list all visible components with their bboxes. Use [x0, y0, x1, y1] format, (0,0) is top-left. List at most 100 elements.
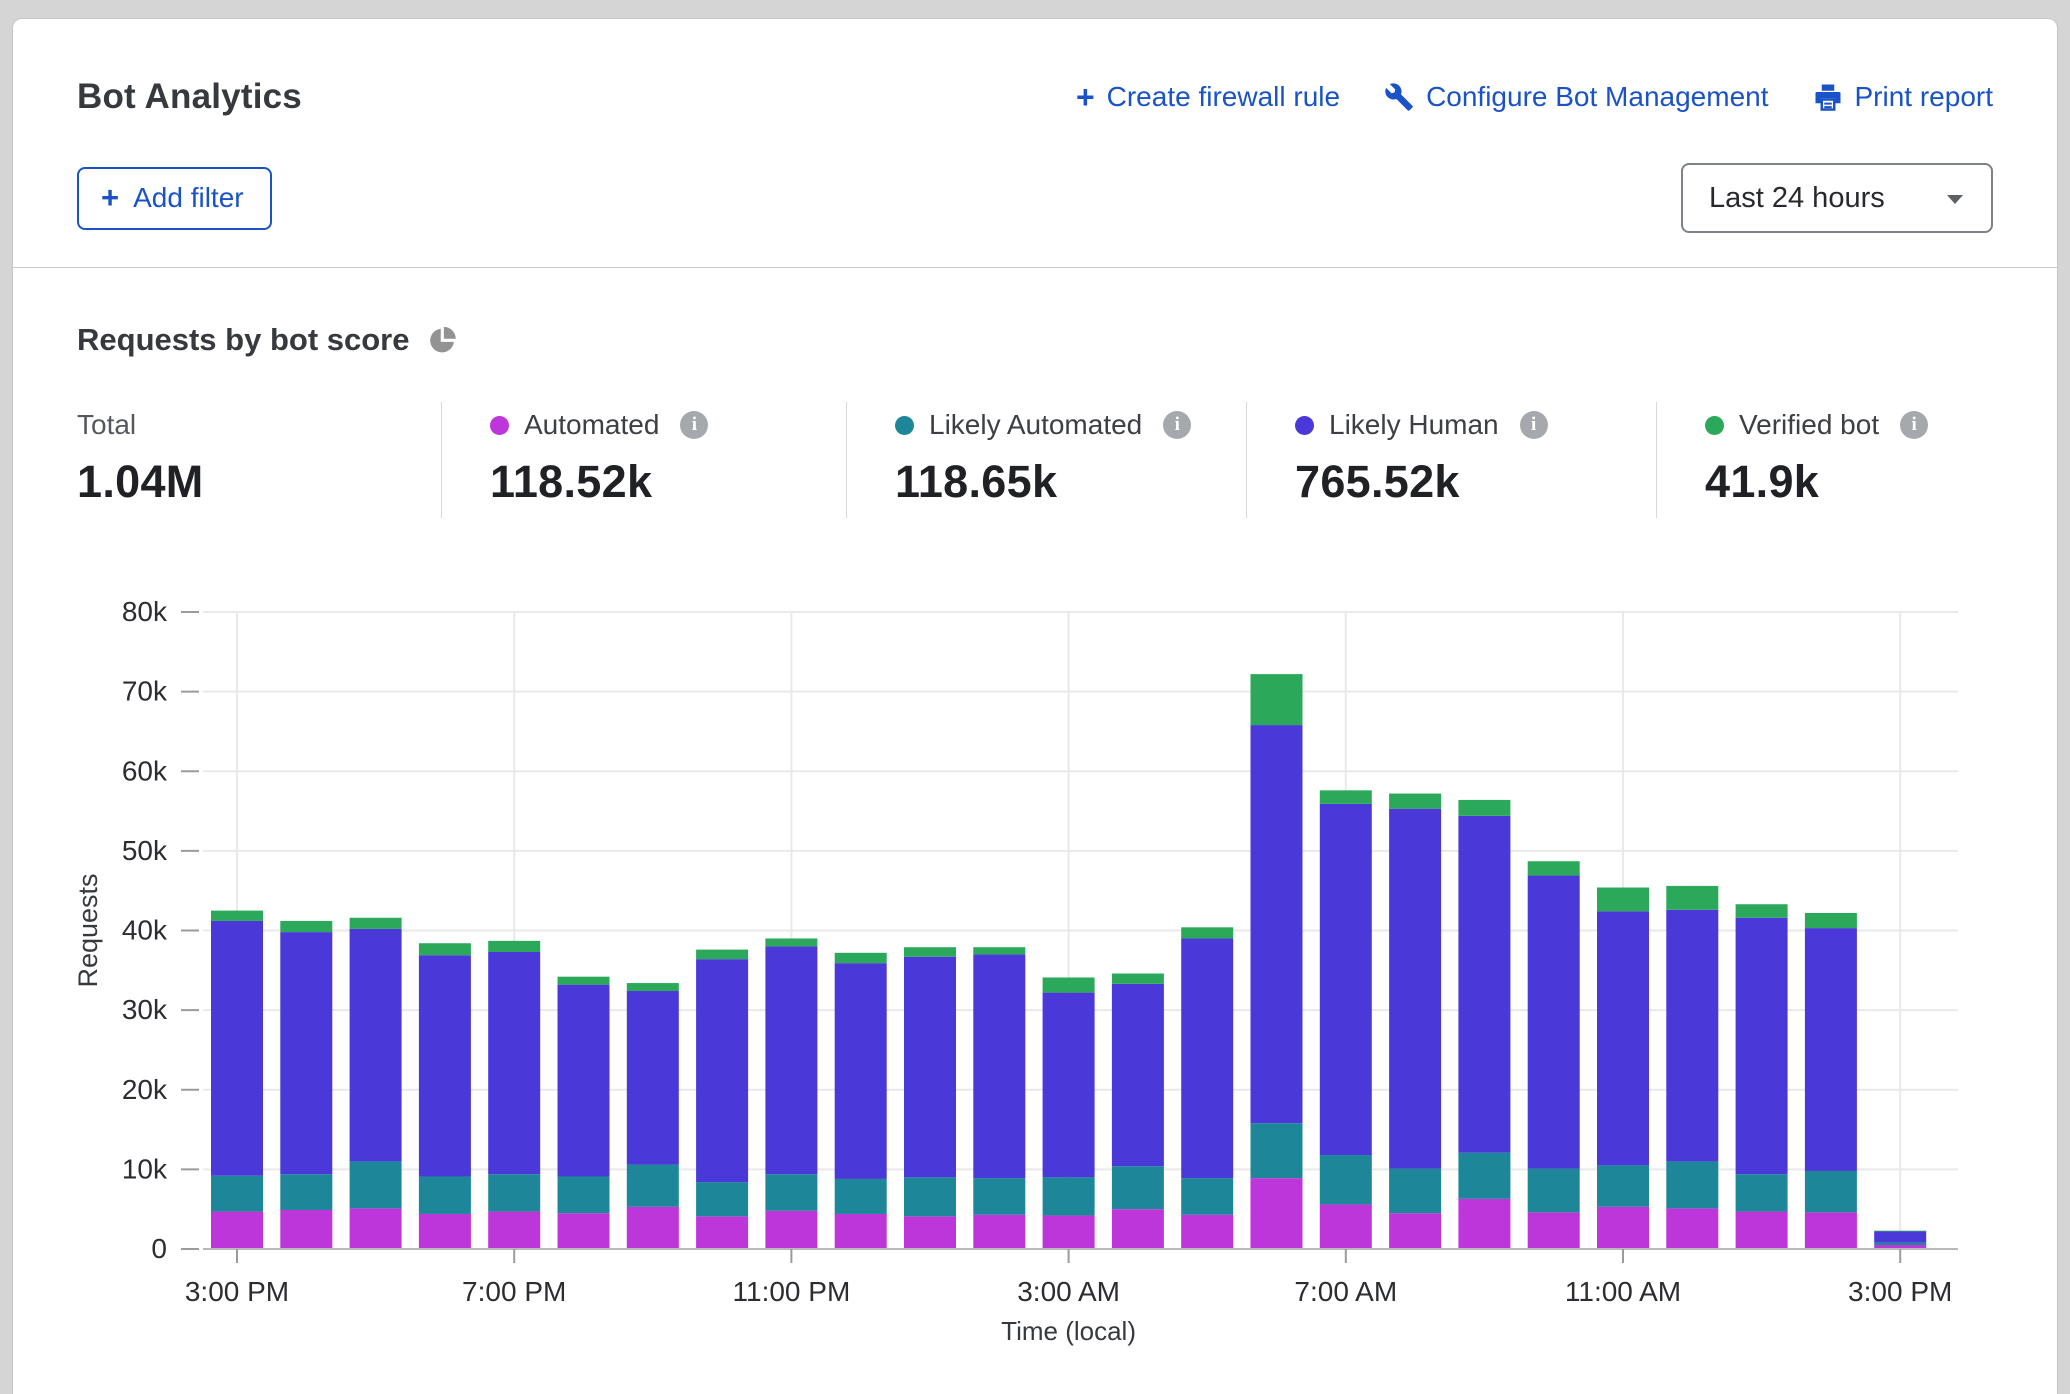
- bar-segment-likely-automated: [1251, 1123, 1303, 1178]
- bar-segment-verified-bot: [627, 983, 679, 991]
- bar-segment-verified-bot: [973, 947, 1025, 954]
- bar-segment-likely-automated: [211, 1176, 263, 1212]
- card-body: Requests by bot score Total 1.04M Automa…: [13, 268, 2057, 1354]
- bar-segment-automated: [696, 1216, 748, 1249]
- bar-segment-likely-automated: [1112, 1166, 1164, 1209]
- bar-segment-verified-bot: [1320, 790, 1372, 804]
- bar-segment-likely-automated: [488, 1174, 540, 1211]
- bar-segment-verified-bot: [1112, 973, 1164, 983]
- stats-row: Total 1.04M Automated i 118.52k Likely A…: [77, 402, 1993, 518]
- stat-label: Likely Automated: [929, 409, 1142, 441]
- bar-segment-likely-automated: [419, 1177, 471, 1214]
- bar-segment-likely-human: [973, 954, 1025, 1178]
- bar-segment-automated: [1181, 1215, 1233, 1249]
- bar-segment-verified-bot: [1597, 888, 1649, 912]
- wrench-icon: [1384, 82, 1414, 112]
- stat-label: Verified bot: [1739, 409, 1879, 441]
- info-icon[interactable]: i: [1520, 411, 1548, 439]
- y-axis-title: Requests: [73, 873, 103, 987]
- info-icon[interactable]: i: [1900, 411, 1928, 439]
- bar-segment-verified-bot: [1251, 674, 1303, 725]
- create-firewall-rule-link[interactable]: + Create firewall rule: [1076, 81, 1340, 113]
- add-filter-label: Add filter: [133, 182, 244, 214]
- bar-segment-likely-human: [1251, 725, 1303, 1123]
- bar-segment-automated: [1736, 1212, 1788, 1249]
- bar-segment-automated: [280, 1210, 332, 1249]
- bar-segment-likely-human: [488, 952, 540, 1174]
- bar-segment-verified-bot: [419, 943, 471, 955]
- stat-total: Total 1.04M: [77, 402, 441, 518]
- bar-segment-verified-bot: [558, 977, 610, 985]
- x-tick-label: 11:00 PM: [733, 1276, 851, 1307]
- time-range-select[interactable]: Last 24 hours: [1681, 163, 1993, 233]
- bar-segment-automated: [627, 1207, 679, 1249]
- bar-segment-likely-automated: [1666, 1161, 1718, 1208]
- stat-value: 41.9k: [1705, 456, 1993, 508]
- bar-segment-likely-automated: [627, 1165, 679, 1207]
- bar-segment-automated: [1805, 1212, 1857, 1249]
- bar-segment-likely-human: [558, 985, 610, 1177]
- y-tick-label: 10k: [122, 1153, 168, 1184]
- bar-segment-likely-automated: [558, 1177, 610, 1214]
- bar-segment-likely-human: [627, 991, 679, 1165]
- bar-segment-likely-automated: [1597, 1165, 1649, 1206]
- bar-segment-likely-human: [1320, 804, 1372, 1155]
- bar-segment-likely-human: [1389, 809, 1441, 1169]
- bar-segment-likely-human: [1181, 938, 1233, 1178]
- page-title: Bot Analytics: [77, 77, 302, 117]
- bar-segment-likely-automated: [1181, 1178, 1233, 1215]
- bar-segment-likely-automated: [835, 1179, 887, 1214]
- bar-segment-likely-human: [835, 963, 887, 1179]
- header-actions: + Create firewall rule Configure Bot Man…: [1076, 81, 1993, 113]
- bar-segment-automated: [835, 1214, 887, 1249]
- y-tick-label: 70k: [122, 676, 168, 707]
- bar-segment-automated: [1112, 1209, 1164, 1249]
- bar-segment-likely-human: [1458, 816, 1510, 1153]
- info-icon[interactable]: i: [1163, 411, 1191, 439]
- bar-segment-automated: [211, 1212, 263, 1249]
- bar-segment-automated: [1389, 1213, 1441, 1249]
- stat-label: Total: [77, 409, 136, 441]
- x-tick-label: 11:00 AM: [1565, 1276, 1681, 1307]
- printer-icon: [1813, 82, 1843, 112]
- bar-segment-verified-bot: [1181, 927, 1233, 938]
- bar-segment-verified-bot: [904, 947, 956, 957]
- bar-segment-likely-human: [904, 957, 956, 1178]
- y-tick-label: 40k: [122, 915, 168, 946]
- bar-segment-verified-bot: [1458, 800, 1510, 816]
- bar-segment-likely-automated: [280, 1174, 332, 1210]
- y-tick-label: 0: [151, 1233, 167, 1264]
- bar-segment-likely-human: [350, 929, 402, 1162]
- bot-analytics-card: Bot Analytics + Create firewall rule Con…: [12, 18, 2058, 1394]
- bar-segment-likely-human: [1805, 928, 1857, 1171]
- x-tick-label: 7:00 PM: [462, 1276, 566, 1307]
- x-axis-title: Time (local): [1001, 1316, 1136, 1346]
- add-filter-button[interactable]: + Add filter: [77, 167, 272, 230]
- bar-segment-verified-bot: [211, 911, 263, 921]
- bar-segment-automated: [1251, 1178, 1303, 1249]
- bar-segment-likely-automated: [1320, 1155, 1372, 1204]
- bar-segment-likely-human: [1874, 1231, 1926, 1242]
- configure-bot-management-link[interactable]: Configure Bot Management: [1384, 81, 1768, 113]
- bar-segment-verified-bot: [765, 938, 817, 946]
- bar-segment-likely-human: [1597, 911, 1649, 1165]
- x-tick-label: 7:00 AM: [1294, 1276, 1397, 1307]
- bar-segment-likely-automated: [904, 1177, 956, 1216]
- plus-icon: +: [1076, 81, 1095, 113]
- time-range-value: Last 24 hours: [1709, 182, 1885, 215]
- print-report-link[interactable]: Print report: [1813, 81, 1994, 113]
- bar-segment-likely-human: [280, 932, 332, 1174]
- bar-segment-likely-human: [765, 946, 817, 1174]
- bar-segment-automated: [350, 1208, 402, 1249]
- configure-bot-management-label: Configure Bot Management: [1426, 81, 1768, 113]
- bar-segment-verified-bot: [1666, 886, 1718, 910]
- bar-segment-likely-automated: [350, 1161, 402, 1208]
- caret-down-icon: [1943, 182, 1967, 215]
- bar-segment-automated: [1597, 1207, 1649, 1249]
- info-icon[interactable]: i: [680, 411, 708, 439]
- bar-segment-likely-automated: [1389, 1169, 1441, 1214]
- bar-segment-automated: [488, 1212, 540, 1249]
- stat-value: 765.52k: [1295, 456, 1656, 508]
- bar-segment-automated: [1458, 1199, 1510, 1249]
- chart-svg: 010k20k30k40k50k60k70k80k3:00 PM7:00 PM1…: [13, 564, 2057, 1354]
